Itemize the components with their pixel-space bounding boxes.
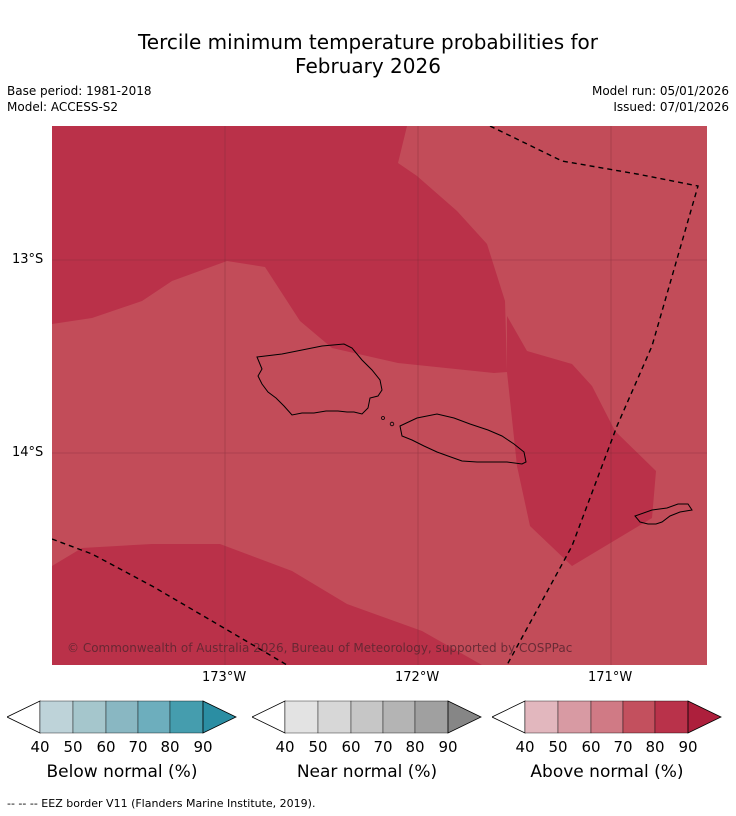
copyright-notice: © Commonwealth of Australia 2026, Bureau…	[67, 641, 573, 655]
issued-date: Issued: 07/01/2026	[613, 100, 729, 114]
near-tick-80: 80	[405, 738, 425, 756]
below-swatch-60-70	[105, 700, 139, 734]
lon-label-171w: 171°W	[588, 670, 633, 685]
above-tick-50: 50	[548, 738, 568, 756]
below-normal-label: Below normal (%)	[46, 762, 198, 782]
below-ticks: 40 50 60 70 80 90	[7, 738, 237, 756]
colorbar-above-normal: 40 50 60 70 80 90 Above normal (%)	[491, 700, 722, 782]
manono-islet	[381, 416, 385, 420]
above-swatch-40-50	[524, 700, 559, 734]
colorbar-near-normal: 40 50 60 70 80 90 Near normal (%)	[251, 700, 482, 782]
model-name: Model: ACCESS-S2	[7, 100, 119, 114]
probability-80-90-region-northwest	[52, 126, 507, 373]
title-line-1: Tercile minimum temperature probabilitie…	[137, 30, 599, 54]
probability-80-90-region-east	[507, 316, 656, 566]
above-ticks: 40 50 60 70 80 90	[492, 738, 722, 756]
below-tick-70: 70	[128, 738, 148, 756]
above-tick-80: 80	[645, 738, 665, 756]
near-tick-70: 70	[373, 738, 393, 756]
near-swatch-70-80	[382, 700, 416, 734]
colorbar-near-swatches	[251, 700, 482, 734]
lat-label-13s: 13°S	[12, 252, 44, 267]
below-tick-40: 40	[30, 738, 50, 756]
near-tick-60: 60	[341, 738, 361, 756]
model-run: Model run: 05/01/2026	[591, 84, 729, 98]
below-tick-90: 90	[193, 738, 213, 756]
map-svg	[52, 126, 707, 665]
near-swatch-80-90	[414, 700, 449, 734]
tutuila-island-outline	[634, 503, 693, 525]
map-title: Tercile minimum temperature probabilitie…	[0, 30, 736, 78]
above-swatch-over	[687, 700, 722, 734]
below-swatch-40-50	[39, 700, 74, 734]
colorbar-below-normal: 40 50 60 70 80 90 Below normal (%)	[6, 700, 237, 782]
near-tick-90: 90	[438, 738, 458, 756]
below-swatch-under	[6, 700, 41, 734]
colorbar-below-swatches	[6, 700, 237, 734]
probability-80-90-region-southwest	[52, 544, 482, 665]
near-swatch-under	[251, 700, 286, 734]
lon-label-173w: 173°W	[202, 670, 247, 685]
lat-label-14s: 14°S	[12, 445, 44, 460]
meta-right: Model run: 05/01/2026 Issued: 07/01/2026	[592, 83, 729, 115]
above-swatch-60-70	[590, 700, 624, 734]
above-tick-70: 70	[613, 738, 633, 756]
below-tick-80: 80	[160, 738, 180, 756]
above-swatch-70-80	[622, 700, 656, 734]
meta-left: Base period: 1981-2018 Model: ACCESS-S2	[7, 83, 152, 115]
near-swatch-60-70	[350, 700, 384, 734]
below-swatch-80-90	[169, 700, 204, 734]
eez-border	[52, 126, 699, 665]
upolu-island-outline	[399, 413, 527, 465]
below-swatch-70-80	[137, 700, 171, 734]
near-swatch-over	[447, 700, 482, 734]
near-normal-label: Near normal (%)	[296, 762, 438, 782]
above-swatch-50-60	[557, 700, 592, 734]
base-period: Base period: 1981-2018	[7, 84, 152, 98]
above-tick-60: 60	[581, 738, 601, 756]
lon-label-172w: 172°W	[395, 670, 440, 685]
below-swatch-over	[202, 700, 237, 734]
savaii-island-outline	[256, 343, 383, 416]
eez-footnote: -- -- -- EEZ border V11 (Flanders Marine…	[7, 797, 316, 810]
above-normal-label: Above normal (%)	[530, 762, 684, 782]
below-tick-60: 60	[96, 738, 116, 756]
map-area: © Commonwealth of Australia 2026, Bureau…	[52, 126, 707, 665]
near-ticks: 40 50 60 70 80 90	[252, 738, 482, 756]
apolima-islet	[389, 421, 395, 427]
colorbar-above-swatches	[491, 700, 722, 734]
title-line-2: February 2026	[295, 54, 441, 78]
above-tick-40: 40	[515, 738, 535, 756]
near-tick-40: 40	[275, 738, 295, 756]
near-swatch-40-50	[284, 700, 319, 734]
above-tick-90: 90	[678, 738, 698, 756]
near-swatch-50-60	[317, 700, 352, 734]
below-tick-50: 50	[63, 738, 83, 756]
graticule	[52, 126, 707, 665]
near-tick-50: 50	[308, 738, 328, 756]
above-swatch-under	[491, 700, 526, 734]
above-swatch-80-90	[654, 700, 689, 734]
below-swatch-50-60	[72, 700, 107, 734]
